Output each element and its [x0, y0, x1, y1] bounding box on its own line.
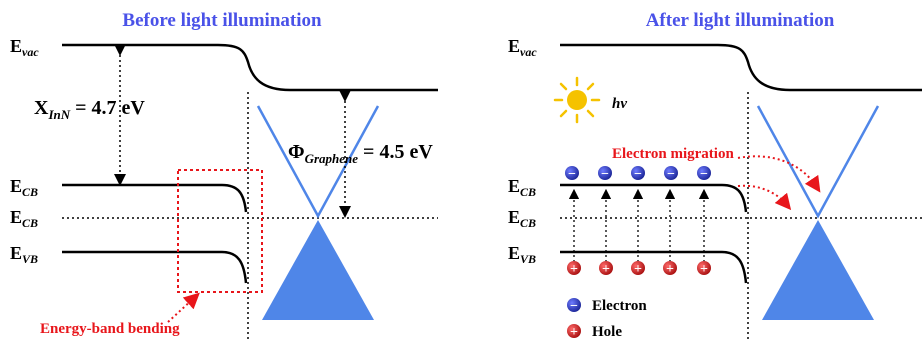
- conduction-band-line: [62, 183, 248, 213]
- band-bending-label: Energy-band bending: [40, 321, 180, 337]
- electron-icon: −: [598, 166, 612, 182]
- valence-band-line: [62, 250, 248, 284]
- evb-label: EVB: [10, 243, 38, 266]
- hole-icon: +: [697, 261, 711, 277]
- evb-label: EVB: [508, 243, 536, 266]
- legend-electron-label: Electron: [592, 298, 647, 314]
- svg-text:−: −: [667, 167, 675, 182]
- electrons: − − − − −: [565, 166, 711, 182]
- valence-band-line: [560, 250, 748, 284]
- panel-before: Before light illumination Evac ECB ECB E…: [10, 10, 438, 342]
- conduction-band-line: [560, 183, 748, 213]
- graphene-dirac-cone-lower: [762, 220, 874, 320]
- svg-text:+: +: [700, 262, 708, 277]
- electron-icon: −: [567, 298, 581, 314]
- hole-icon: +: [599, 261, 613, 277]
- svg-text:−: −: [570, 299, 578, 314]
- svg-text:+: +: [666, 262, 674, 277]
- evac-label: Evac: [10, 36, 39, 59]
- svg-text:+: +: [570, 325, 578, 340]
- ecb-lower-label: ECB: [508, 207, 536, 230]
- panel-after: After light illumination Evac ECB ECB EV…: [508, 10, 922, 342]
- ecb-upper-label: ECB: [508, 176, 536, 199]
- panel-title: After light illumination: [646, 10, 835, 31]
- electron-icon: −: [631, 166, 645, 182]
- svg-text:+: +: [570, 262, 578, 277]
- svg-text:+: +: [602, 262, 610, 277]
- svg-text:−: −: [634, 167, 642, 182]
- graphene-dirac-cone-lower: [262, 220, 374, 320]
- hole-icon: +: [631, 261, 645, 277]
- graphene-dirac-cone-upper: [756, 105, 880, 219]
- hv-label: hv: [612, 96, 627, 112]
- vacuum-level-line: [560, 43, 922, 92]
- electron-migration-label: Electron migration: [612, 146, 734, 162]
- vacuum-level-line: [62, 43, 438, 92]
- svg-text:−: −: [601, 167, 609, 182]
- graphene-dirac-cone-upper: [256, 105, 380, 219]
- excitation-arrows: [568, 188, 710, 262]
- hole-icon: +: [567, 261, 581, 277]
- legend: − Electron + Hole: [567, 298, 647, 340]
- migration-arrow: [737, 155, 821, 193]
- evac-label: Evac: [508, 36, 537, 59]
- svg-text:−: −: [568, 167, 576, 182]
- band-bending-box: [177, 169, 263, 293]
- work-function-label: ΦGraphene = 4.5 eV: [288, 141, 433, 166]
- affinity-label: XInN = 4.7 eV: [34, 97, 145, 122]
- callout-arrow: [167, 292, 200, 323]
- electron-icon: −: [664, 166, 678, 182]
- ecb-lower-label: ECB: [10, 207, 38, 230]
- electron-icon: −: [565, 166, 579, 182]
- legend-hole-label: Hole: [592, 324, 622, 340]
- svg-text:+: +: [634, 262, 642, 277]
- svg-text:−: −: [700, 167, 708, 182]
- holes: + + + + +: [567, 261, 711, 277]
- panel-title: Before light illumination: [122, 10, 322, 31]
- electron-icon: −: [697, 166, 711, 182]
- hole-icon: +: [567, 324, 581, 340]
- ecb-upper-label: ECB: [10, 176, 38, 199]
- hole-icon: +: [663, 261, 677, 277]
- sun-icon: [553, 76, 601, 124]
